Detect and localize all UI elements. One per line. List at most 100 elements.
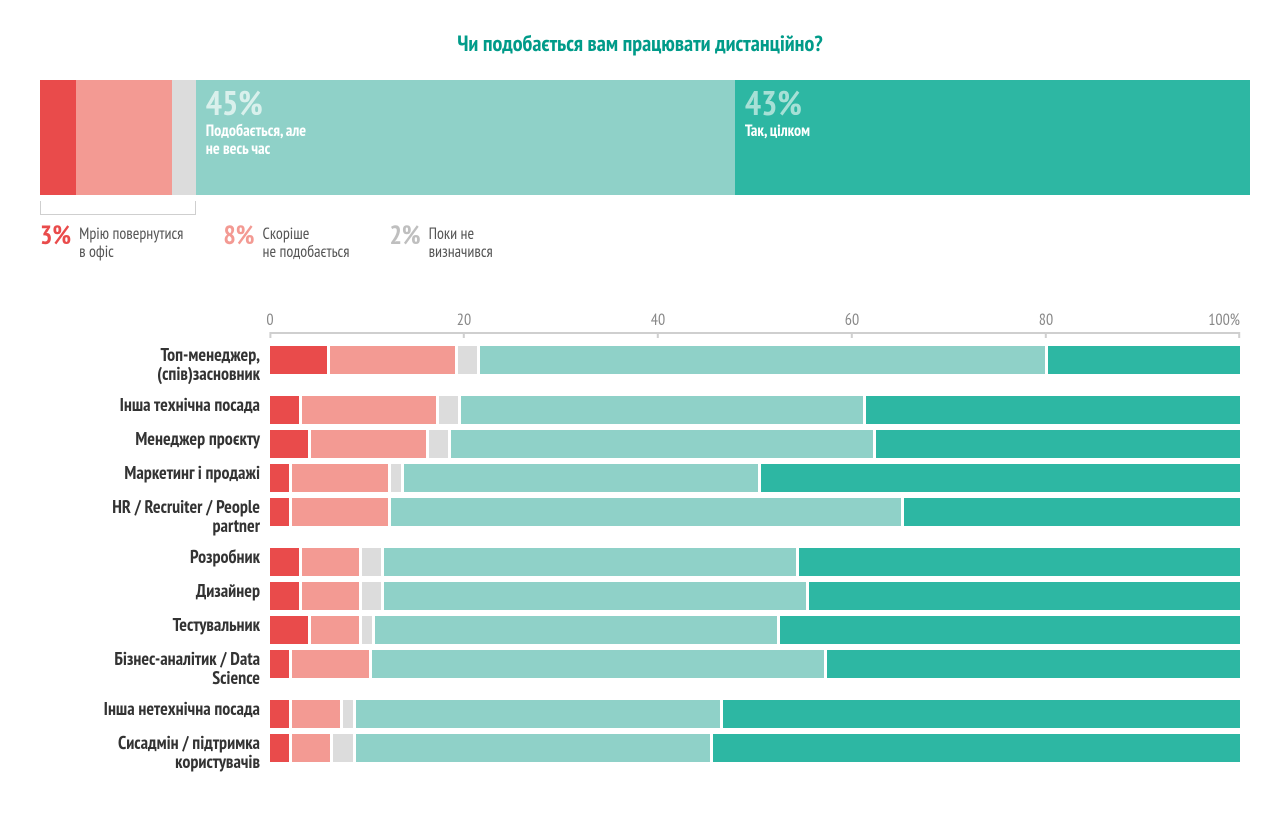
breakdown-seg [391, 498, 900, 526]
breakdown-row-label: Сисадмін / підтримкакористувачів [30, 734, 270, 772]
breakdown-row: HR / Recruiter / Peoplepartner [30, 498, 1240, 542]
breakdown-seg [1048, 346, 1240, 374]
overall-seg-dislike [76, 80, 172, 195]
breakdown-row-label: Тестувальник [30, 616, 270, 635]
breakdown-row-label: Маркетинг і продажі [30, 464, 270, 483]
breakdown-seg [372, 650, 824, 678]
breakdown-seg [270, 582, 299, 610]
breakdown-seg [761, 464, 1240, 492]
breakdown-seg [270, 430, 308, 458]
breakdown-seg [270, 396, 299, 424]
breakdown-row-label: Бізнес-аналітик / DataScience [30, 650, 270, 688]
breakdown-row-label: Інша нетехнічна посада [30, 700, 270, 719]
breakdown-seg [270, 616, 308, 644]
breakdown-seg [723, 700, 1240, 728]
breakdown-row-bar [270, 650, 1240, 678]
breakdown-row-bar [270, 464, 1240, 492]
breakdown-seg [333, 734, 352, 762]
breakdown-seg [270, 650, 289, 678]
breakdown-seg [311, 430, 426, 458]
breakdown-row-bar [270, 734, 1240, 762]
breakdown-seg [375, 616, 777, 644]
breakdown-seg [404, 464, 758, 492]
breakdown-row-bar [270, 616, 1240, 644]
breakdown-seg [270, 346, 327, 374]
overall-seg-label-yes: 43%Так, цілком [745, 86, 810, 140]
breakdown-row-label: Розробник [30, 548, 270, 567]
breakdown-row: Бізнес-аналітик / DataScience [30, 650, 1240, 694]
breakdown-seg [302, 396, 436, 424]
breakdown-seg [799, 548, 1240, 576]
axis-tick: 40 [651, 310, 665, 330]
breakdown-seg [302, 548, 359, 576]
breakdown-row: Тестувальник [30, 616, 1240, 644]
breakdown-seg [391, 464, 401, 492]
breakdown-row: Інша технічна посада [30, 396, 1240, 424]
breakdown-row-label: Інша технічна посада [30, 396, 270, 415]
chart-title: Чи подобається вам працювати дистанційно… [30, 30, 1250, 58]
breakdown-row-bar [270, 346, 1240, 374]
breakdown-seg [362, 616, 372, 644]
small-legend-pct: 8% [223, 223, 254, 249]
breakdown-row-bar [270, 548, 1240, 576]
small-legend-entry: 8%Скорішене подобається [223, 223, 349, 262]
overall-seg-label-partial: 45%Подобається, алене весь час [206, 86, 306, 159]
breakdown-row-bar [270, 700, 1240, 728]
breakdown-seg [302, 582, 359, 610]
breakdown-row-label: HR / Recruiter / Peoplepartner [30, 498, 270, 536]
breakdown-seg [809, 582, 1240, 610]
breakdown-row-bar [270, 430, 1240, 458]
axis-tick: 60 [845, 310, 859, 330]
axis-tick: 0 [266, 310, 273, 330]
breakdown-row-bar [270, 498, 1240, 526]
breakdown-seg [458, 346, 477, 374]
breakdown-row: Сисадмін / підтримкакористувачів [30, 734, 1240, 778]
breakdown-seg [362, 548, 381, 576]
breakdown-seg [876, 430, 1240, 458]
breakdown-seg [904, 498, 1240, 526]
small-legend-entry: 2%Поки невизначився [389, 223, 492, 262]
overall-stacked-bar: 45%Подобається, алене весь час 43%Так, ці… [40, 80, 1250, 195]
overall-seg-yes: 43%Так, цілком [735, 80, 1250, 195]
breakdown-seg [713, 734, 1240, 762]
breakdown-seg [866, 396, 1240, 424]
breakdown-seg [292, 464, 388, 492]
x-axis: 020406080100% [270, 310, 1240, 336]
small-legend-label: Мрію повернутисяв офіс [79, 223, 183, 262]
breakdown-seg [461, 396, 863, 424]
breakdown-row-bar [270, 396, 1240, 424]
axis-tick: 100% [1208, 310, 1240, 330]
overall-seg-office [40, 80, 76, 195]
breakdown-seg [343, 700, 353, 728]
breakdown-seg [270, 498, 289, 526]
small-segments-bracket [40, 201, 196, 215]
breakdown-seg [439, 396, 458, 424]
breakdown-seg [292, 650, 369, 678]
breakdown-row-label: Топ-менеджер,(спів)засновник [30, 346, 270, 384]
breakdown-row-bar [270, 582, 1240, 610]
breakdown-seg [429, 430, 448, 458]
breakdown-seg [270, 464, 289, 492]
breakdown-row-label: Дизайнер [30, 582, 270, 601]
breakdown-seg [330, 346, 455, 374]
breakdown-row: Топ-менеджер,(спів)засновник [30, 346, 1240, 390]
breakdown-seg [451, 430, 873, 458]
axis-tick: 80 [1039, 310, 1053, 330]
breakdown-seg [270, 734, 289, 762]
breakdown-rows: Топ-менеджер,(спів)засновник Інша технічн… [30, 346, 1240, 784]
breakdown-seg [356, 734, 710, 762]
breakdown-seg [780, 616, 1240, 644]
overall-seg-partial: 45%Подобається, алене весь час [196, 80, 735, 195]
breakdown-row: Маркетинг і продажі [30, 464, 1240, 492]
breakdown-row: Інша нетехнічна посада [30, 700, 1240, 728]
breakdown-seg [827, 650, 1240, 678]
breakdown-row: Менеджер проєкту [30, 430, 1240, 458]
breakdown-seg [356, 700, 720, 728]
breakdown-row-label: Менеджер проєкту [30, 430, 270, 449]
breakdown-seg [270, 548, 299, 576]
breakdown-seg [311, 616, 359, 644]
breakdown-row: Розробник [30, 548, 1240, 576]
breakdown-seg [362, 582, 381, 610]
small-legend-pct: 2% [389, 223, 420, 249]
breakdown-seg [270, 700, 289, 728]
